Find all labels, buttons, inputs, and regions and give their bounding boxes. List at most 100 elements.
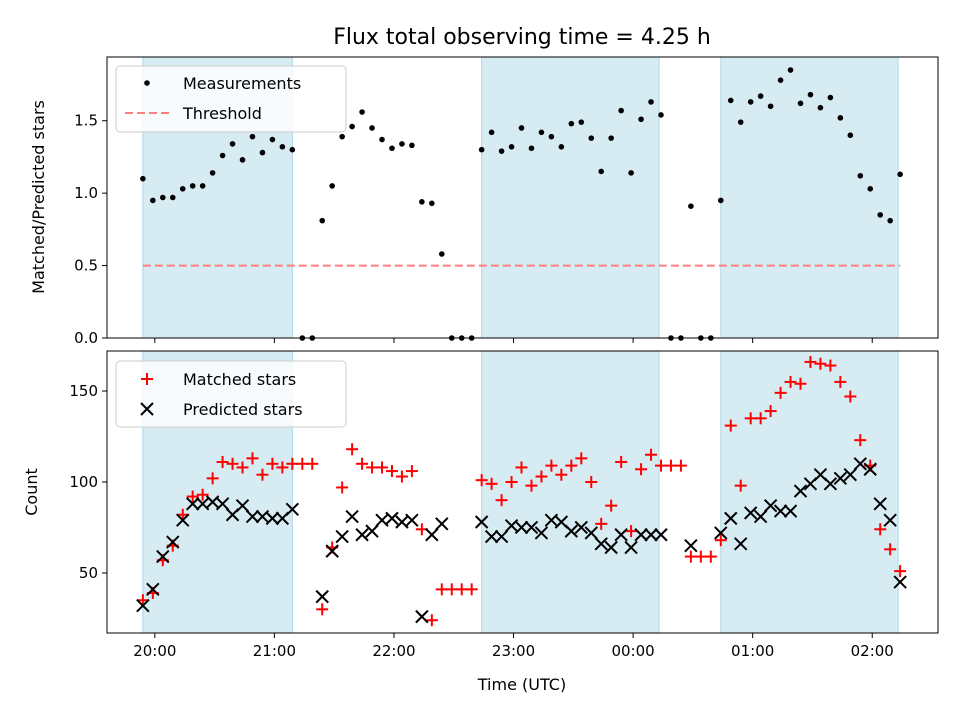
measurement-point bbox=[588, 135, 595, 141]
matched-star-point bbox=[635, 463, 648, 476]
matched-star-point bbox=[246, 452, 259, 465]
top-legend: Measurements Threshold bbox=[115, 65, 347, 133]
matched-star-point bbox=[754, 412, 767, 425]
predicted-star-stroke bbox=[574, 520, 588, 535]
predicted-star-stroke bbox=[624, 540, 638, 555]
matched-star-point bbox=[764, 405, 777, 418]
matched-star-point bbox=[575, 452, 588, 465]
matched-star-point bbox=[804, 355, 817, 368]
matched-star-point bbox=[266, 457, 279, 470]
predicted-star-stroke bbox=[375, 513, 389, 527]
predicted-star-stroke bbox=[853, 457, 867, 471]
predicted-star-stroke bbox=[395, 515, 409, 529]
predicted-star-stroke bbox=[793, 484, 808, 498]
predicted-star-point bbox=[594, 537, 608, 551]
matched-star-point bbox=[336, 481, 349, 494]
predicted-star-point bbox=[235, 498, 250, 513]
predicted-star-stroke bbox=[146, 582, 160, 597]
predicted-star-point bbox=[584, 526, 598, 540]
predicted-star-stroke bbox=[534, 526, 549, 540]
legend-threshold-label: Threshold bbox=[182, 104, 262, 123]
predicted-star-stroke bbox=[415, 609, 429, 624]
predicted-star-point bbox=[166, 535, 180, 549]
predicted-star-point bbox=[853, 457, 867, 471]
measurement-point bbox=[807, 91, 814, 98]
predicted-star-stroke bbox=[166, 535, 180, 549]
x-tick-label: 00:00 bbox=[611, 642, 654, 660]
predicted-star-stroke bbox=[644, 528, 658, 542]
bottom-legend: Matched stars Predicted stars bbox=[115, 360, 347, 428]
predicted-star-stroke bbox=[345, 509, 359, 524]
measurement-point bbox=[419, 199, 425, 205]
predicted-star-stroke bbox=[734, 537, 748, 551]
predicted-star-stroke bbox=[474, 515, 489, 529]
predicted-star-point bbox=[843, 468, 858, 482]
predicted-star-stroke bbox=[285, 502, 300, 516]
top-panel-frame bbox=[106, 56, 939, 339]
matched-star-point bbox=[196, 488, 209, 501]
measurement-point bbox=[867, 186, 874, 192]
predicted-star-point bbox=[684, 538, 698, 553]
predicted-star-point bbox=[714, 526, 728, 540]
predicted-star-stroke bbox=[584, 526, 598, 540]
measurement-point bbox=[369, 125, 375, 131]
measurement-point bbox=[169, 194, 176, 201]
matched-star-point bbox=[874, 523, 887, 536]
predicted-star-stroke bbox=[833, 471, 848, 486]
predicted-star-stroke bbox=[813, 468, 828, 482]
measurement-point bbox=[578, 119, 585, 125]
measurement-point bbox=[209, 170, 216, 176]
predicted-star-stroke bbox=[524, 520, 539, 535]
measurement-point bbox=[429, 200, 435, 207]
predicted-star-stroke bbox=[365, 524, 379, 538]
predicted-star-point bbox=[315, 589, 329, 604]
predicted-star-point bbox=[654, 528, 668, 542]
matched-star-point bbox=[216, 455, 229, 468]
measurement-point bbox=[648, 99, 654, 105]
predicted-star-stroke bbox=[863, 462, 877, 476]
predicted-star-stroke bbox=[783, 504, 798, 518]
predicted-star-point bbox=[524, 520, 539, 535]
predicted-star-point bbox=[514, 520, 529, 535]
measurement-point bbox=[608, 135, 614, 141]
predicted-star-stroke bbox=[714, 526, 728, 540]
top-panel-marks bbox=[140, 67, 903, 341]
predicted-star-stroke bbox=[195, 497, 210, 511]
legend-matched-marker bbox=[141, 373, 153, 385]
matched-star-point bbox=[585, 475, 598, 488]
measurement-point bbox=[289, 146, 296, 153]
matched-star-point bbox=[714, 534, 727, 547]
predicted-star-point bbox=[624, 540, 638, 555]
bottom-legend-box bbox=[115, 360, 347, 428]
measurement-point bbox=[727, 97, 734, 104]
predicted-star-stroke bbox=[176, 513, 190, 527]
measurement-point bbox=[717, 197, 724, 204]
predicted-star-point bbox=[265, 511, 280, 526]
measurement-point bbox=[498, 148, 505, 154]
matched-star-point bbox=[794, 377, 807, 390]
predicted-star-point bbox=[146, 582, 160, 597]
matched-star-point bbox=[854, 434, 867, 447]
matched-star-point bbox=[724, 419, 737, 432]
shaded-interval bbox=[720, 56, 899, 339]
measurement-point bbox=[399, 141, 405, 147]
top-legend-box bbox=[115, 65, 347, 133]
measurement-point bbox=[159, 194, 166, 201]
matched-star-point bbox=[395, 470, 408, 483]
measurement-point bbox=[409, 142, 415, 149]
matched-star-point bbox=[545, 459, 558, 472]
predicted-star-point bbox=[783, 504, 798, 518]
top-panel-x-ticks bbox=[154, 338, 873, 343]
matched-star-point bbox=[834, 375, 847, 388]
measurement-point bbox=[189, 183, 196, 189]
measurement-point bbox=[737, 119, 744, 125]
matched-star-point bbox=[465, 583, 478, 596]
y-tick-label: 1.0 bbox=[74, 184, 98, 202]
measurement-point bbox=[787, 67, 794, 73]
predicted-star-stroke bbox=[773, 504, 788, 518]
predicted-star-stroke bbox=[883, 513, 897, 527]
predicted-star-point bbox=[136, 599, 150, 613]
predicted-star-stroke bbox=[514, 520, 529, 535]
x-tick-label: 23:00 bbox=[492, 642, 535, 660]
